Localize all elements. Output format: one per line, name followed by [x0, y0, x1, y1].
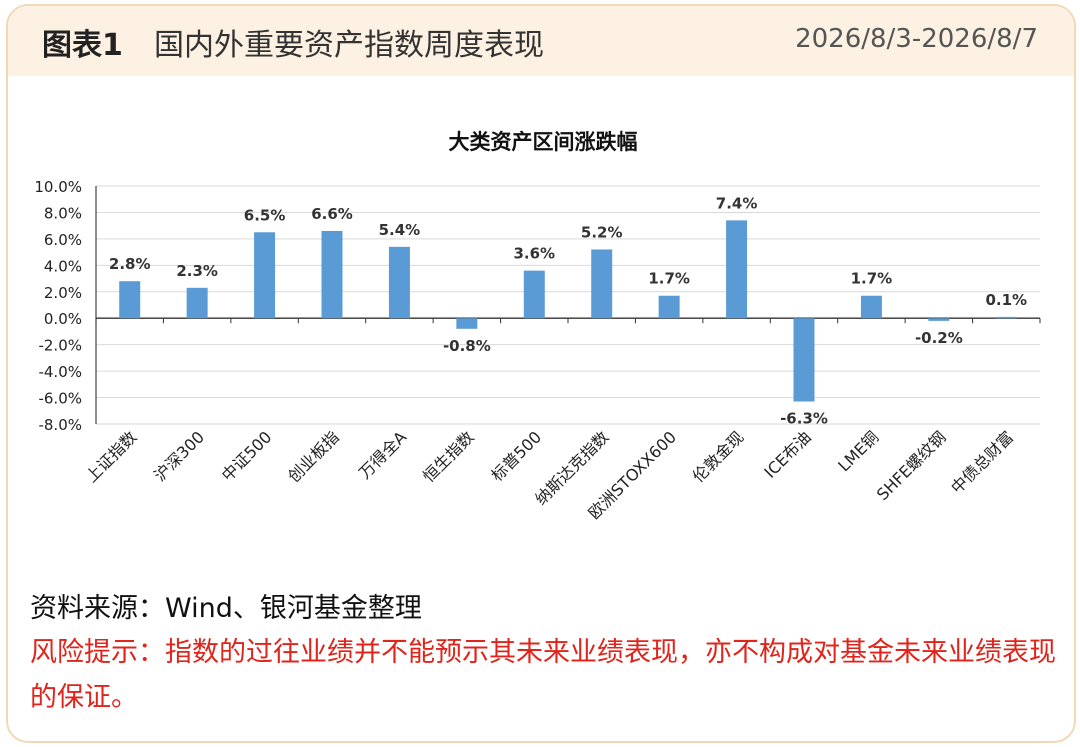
x-tick-label: 上证指数 [82, 427, 141, 486]
data-label: 5.4% [379, 221, 421, 239]
data-label: 1.7% [851, 270, 893, 288]
x-tick-label: SHFE螺纹钢 [873, 427, 950, 504]
bar [119, 281, 141, 319]
y-tick-label: -4.0% [38, 363, 82, 381]
y-tick-label: -8.0% [38, 416, 82, 434]
data-label: 2.8% [109, 255, 151, 273]
bar [995, 316, 1017, 319]
chart-title: 大类资产区间涨跌幅 [449, 130, 638, 154]
x-tick-label: LME铜 [834, 427, 882, 475]
y-tick-label: 2.0% [44, 284, 82, 302]
figure-header: 图表1 国内外重要资产指数周度表现 2026/8/3-2026/8/7 [8, 6, 1074, 76]
figure-title: 国内外重要资产指数周度表现 [154, 28, 544, 63]
data-label: 1.7% [648, 270, 690, 288]
y-tick-label: 8.0% [44, 204, 82, 222]
x-tick-label: 沪深300 [150, 427, 208, 485]
x-tick-label: 万得全A [355, 427, 410, 482]
data-label: 7.4% [716, 194, 758, 212]
x-tick-label: 伦敦金现 [689, 427, 748, 486]
y-tick-label: 4.0% [44, 257, 82, 275]
bar [388, 246, 410, 319]
bar-chart: 大类资产区间涨跌幅 10.0% 8.0% 6.0% 4.0% 2.0% 0.0% -2.0%… [34, 130, 1041, 523]
bar [928, 318, 950, 321]
data-label: 0.1% [985, 291, 1027, 309]
x-tick-label: 中债总财富 [947, 427, 1017, 497]
bar [793, 318, 815, 402]
y-tick-label: 0.0% [44, 310, 82, 328]
x-tick-label: 中证500 [218, 427, 276, 485]
data-label: -6.3% [780, 410, 828, 428]
x-tick-label: 创业板指 [284, 427, 343, 486]
bar [321, 230, 343, 319]
x-tick-label: 标普500 [487, 427, 545, 485]
data-label: -0.2% [915, 329, 963, 347]
bar [726, 220, 748, 319]
bar [658, 295, 680, 319]
data-label: 2.3% [176, 262, 218, 280]
bar [523, 270, 545, 319]
data-label: -0.8% [443, 337, 491, 355]
figure-card: 图表1 国内外重要资产指数周度表现 2026/8/3-2026/8/7 大类资产… [6, 4, 1076, 743]
y-tick-label: -6.0% [38, 390, 82, 408]
data-label: 5.2% [581, 223, 623, 241]
figure-label: 图表1 [42, 28, 123, 63]
risk-warning: 风险提示：指数的过往业绩并不能预示其未来业绩表现，亦不构成对基金未来业绩表现的保… [30, 637, 1056, 713]
bar [456, 318, 478, 329]
data-label: 6.5% [244, 206, 286, 224]
bar [860, 295, 882, 319]
bar [186, 287, 208, 319]
y-tick-label: -2.0% [38, 337, 82, 355]
date-range: 2026/8/3-2026/8/7 [795, 24, 1038, 54]
y-tick-label: 6.0% [44, 231, 82, 249]
bar [254, 232, 276, 319]
data-label: 6.6% [311, 205, 353, 223]
x-tick-label: ICE布油 [760, 427, 814, 481]
y-tick-label: 10.0% [34, 178, 82, 196]
data-label: 3.6% [513, 245, 555, 263]
bar [591, 249, 613, 319]
source-note: 资料来源：Wind、银河基金整理 [30, 593, 422, 624]
x-tick-label: 恒生指数 [419, 427, 478, 486]
